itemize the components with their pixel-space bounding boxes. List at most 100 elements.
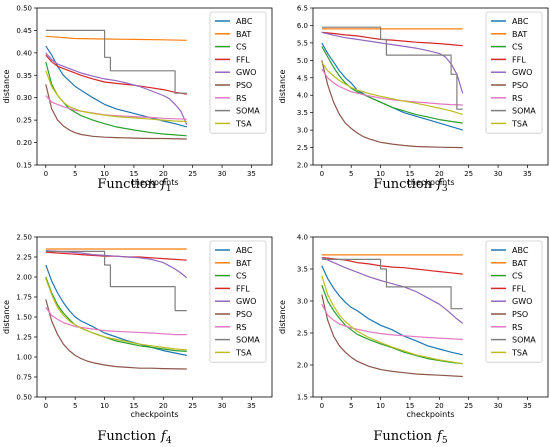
chart-panel-1: 0 5 10 15 20 25 30 35 2.0 2.5 3.0 3.5 4.0 4.5 5.0 5.5 6.…: [278, 5, 549, 194]
x-tick-label: 30: [494, 402, 503, 410]
series-line-rs: [45, 307, 187, 336]
caption-f: f: [436, 177, 444, 192]
legend-label-ffl: FFL: [512, 284, 526, 293]
y-tick-label: 2.0: [297, 362, 308, 370]
series-line-ffl: [45, 54, 187, 95]
chart-panel-2: 0 5 10 15 20 25 30 35 0.50 0.75 1.00 1.25 1.50 1.75 2.…: [2, 234, 273, 446]
legend-label-ffl: FFL: [236, 284, 250, 293]
y-tick-label: 3.0: [297, 127, 308, 135]
series-line-pso: [45, 84, 187, 140]
series-line-ffl: [321, 31, 463, 47]
x-tick-label: 20: [159, 170, 168, 178]
x-tick-label: 0: [320, 170, 324, 178]
y-tick-label: 4.0: [297, 92, 308, 100]
series-line-cs: [321, 284, 463, 365]
x-axis-label: checkpoints: [407, 178, 455, 187]
legend-label-pso: PSO: [512, 81, 528, 90]
panel-caption: Function f3: [373, 177, 447, 194]
y-tick-label: 1.75: [16, 294, 32, 302]
legend-label-tsa: TSA: [235, 119, 252, 128]
series-line-pso: [45, 299, 187, 370]
legend-label-abc: ABC: [236, 246, 253, 255]
x-tick-label: 25: [464, 170, 473, 178]
x-axis-label: checkpoints: [131, 410, 179, 419]
series-lines: [45, 248, 188, 370]
legend: ABC BAT CS FFL GWO PSO RS SOMA TSA: [209, 11, 267, 134]
x-axis-label: checkpoints: [407, 410, 455, 419]
legend-label-bat: BAT: [236, 30, 251, 39]
legend-label-gwo: GWO: [236, 297, 256, 306]
x-tick-label: 5: [73, 170, 77, 178]
y-tick-label: 3.5: [297, 266, 308, 274]
panel-caption: Function f5: [373, 429, 447, 446]
series-line-pso: [321, 60, 463, 149]
y-tick-label: 2.25: [16, 254, 32, 262]
legend-label-bat: BAT: [512, 259, 527, 268]
legend: ABC BAT CS FFL GWO PSO RS SOMA TSA: [485, 240, 543, 363]
x-tick-label: 30: [494, 170, 503, 178]
series-line-tsa: [321, 61, 463, 115]
caption-subscript: 1: [166, 184, 172, 194]
series-line-gwo: [321, 31, 464, 94]
x-tick-label: 15: [405, 402, 414, 410]
y-tick-label: 3.0: [297, 298, 308, 306]
caption-f: f: [160, 177, 168, 192]
chart-panel-0: 0 5 10 15 20 25 30 35 0.15 0.20 0.25 0.30 0.35 0.40 0.…: [2, 5, 273, 194]
y-axis-label: distance: [2, 69, 11, 103]
x-tick-label: 5: [73, 402, 77, 410]
y-tick-label: 2.5: [297, 330, 308, 338]
y-tick-label: 0.50: [16, 394, 32, 402]
legend-label-soma: SOMA: [512, 336, 536, 345]
y-tick-label: 1.5: [297, 394, 308, 402]
y-axis-label: distance: [2, 300, 11, 334]
x-tick-label: 10: [376, 170, 385, 178]
x-tick-label: 5: [349, 170, 353, 178]
x-tick-label: 20: [159, 402, 168, 410]
x-tick-label: 0: [44, 402, 48, 410]
y-tick-label: 5.0: [297, 57, 308, 65]
y-tick-label: 0.15: [16, 162, 32, 170]
series-lines: [321, 26, 464, 149]
x-tick-label: 15: [129, 170, 138, 178]
legend-label-rs: RS: [236, 323, 247, 332]
legend-box: [485, 240, 543, 363]
x-tick-label: 10: [100, 170, 109, 178]
series-line-cs: [45, 276, 187, 352]
series-line-abc: [45, 45, 187, 128]
series-line-pso: [321, 294, 463, 378]
series-line-cs: [45, 61, 187, 137]
y-axis-label: distance: [278, 69, 287, 103]
legend-label-cs: CS: [236, 272, 247, 281]
legend-label-gwo: GWO: [512, 68, 532, 77]
series-line-gwo: [45, 52, 188, 125]
y-tick-label: 1.00: [16, 354, 32, 362]
series-line-gwo: [45, 250, 188, 279]
y-tick-label: 0.75: [16, 374, 32, 382]
legend-label-gwo: GWO: [236, 68, 256, 77]
legend-label-tsa: TSA: [511, 119, 528, 128]
legend-label-gwo: GWO: [512, 297, 532, 306]
plot-frame: [36, 7, 273, 166]
x-tick-label: 35: [523, 402, 532, 410]
legend-label-cs: CS: [512, 272, 523, 281]
y-tick-label: 3.5: [297, 109, 308, 117]
plot-frame: [312, 7, 549, 166]
legend-label-abc: ABC: [512, 246, 529, 255]
legend-label-pso: PSO: [236, 81, 252, 90]
y-tick-label: 4.0: [297, 234, 308, 242]
legend-label-soma: SOMA: [236, 107, 260, 116]
series-line-abc: [321, 265, 463, 356]
legend-label-pso: PSO: [512, 310, 528, 319]
caption-word: Function: [373, 177, 432, 192]
legend-label-rs: RS: [236, 94, 247, 103]
y-axis-label: distance: [278, 300, 287, 334]
legend-box: [209, 11, 267, 134]
series-line-soma: [321, 258, 463, 310]
x-tick-label: 30: [218, 170, 227, 178]
caption-word: Function: [97, 429, 156, 444]
caption-subscript: 3: [442, 184, 448, 194]
x-tick-label: 35: [523, 170, 532, 178]
series-line-rs: [45, 95, 187, 120]
y-tick-label: 2.00: [16, 274, 32, 282]
y-tick-label: 0.25: [16, 117, 32, 125]
